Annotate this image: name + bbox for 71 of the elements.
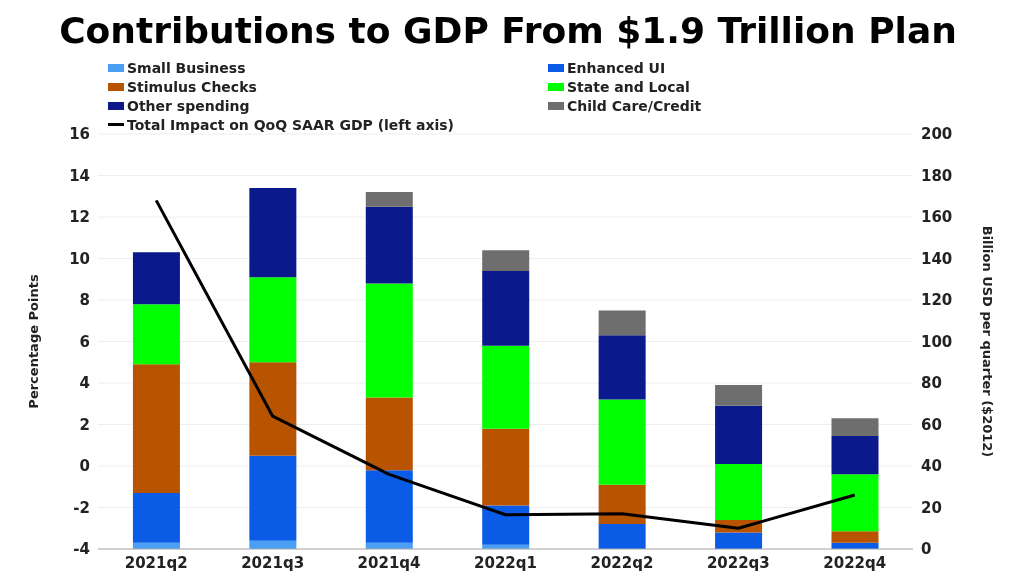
y2-tick-label: 100: [921, 332, 953, 351]
y2-tick-label: 140: [921, 249, 953, 268]
x-tick-label: 2021q3: [241, 553, 305, 572]
y2-tick-label: 0: [921, 540, 932, 559]
x-tick-label: 2022q4: [823, 553, 887, 572]
x-tick-label: 2021q4: [357, 553, 421, 572]
y-axis-title: Percentage Points: [25, 274, 41, 409]
y2-tick-label: 200: [921, 125, 953, 144]
x-tick-label: 2021q2: [124, 553, 188, 572]
y-tick-label: 16: [69, 125, 90, 144]
bar: [482, 250, 530, 271]
y2-tick-label: 120: [921, 291, 953, 310]
bar: [598, 310, 646, 336]
bar: [831, 531, 879, 543]
bar: [598, 399, 646, 485]
bar: [365, 283, 413, 398]
bar: [132, 364, 180, 493]
y2-tick-label: 180: [921, 166, 953, 185]
bar: [598, 484, 646, 525]
legend-label: Other spending: [127, 97, 250, 114]
bar: [715, 463, 763, 520]
bar: [715, 405, 763, 464]
bar: [598, 524, 646, 549]
bar: [132, 492, 180, 543]
x-tick-label: 2022q2: [590, 553, 654, 572]
legend-label: State and Local: [567, 78, 690, 95]
bar: [249, 187, 297, 278]
bar: [249, 362, 297, 456]
bar: [365, 192, 413, 207]
bar: [365, 397, 413, 471]
legend-label: Enhanced UI: [567, 59, 666, 76]
bar: [249, 455, 297, 541]
y2-axis-title: Billion USD per quarter ($2012): [980, 225, 996, 458]
y2-tick-label: 60: [921, 415, 942, 434]
bar: [132, 304, 180, 365]
bar: [482, 270, 530, 346]
chart-title: Contributions to GDP From $1.9 Trillion Plan: [58, 9, 958, 53]
bar: [715, 532, 763, 549]
y-tick-label: 6: [79, 332, 90, 351]
bar: [482, 428, 530, 506]
y-tick-label: 14: [69, 166, 90, 185]
bar: [249, 277, 297, 363]
legend-label: Total Impact on QoQ SAAR GDP (left axis): [127, 116, 455, 133]
x-tick-label: 2022q1: [474, 553, 537, 572]
y-tick-label: 2: [79, 415, 90, 434]
bar: [598, 335, 646, 400]
legend-label: Stimulus Checks: [127, 78, 257, 95]
bar: [831, 474, 879, 532]
bar: [132, 252, 180, 305]
y-tick-label: 8: [79, 291, 90, 310]
legend-label: Child Care/Credit: [567, 97, 702, 114]
bar: [482, 345, 530, 429]
bar: [365, 470, 413, 543]
bar: [831, 418, 879, 436]
y-tick-label: 12: [69, 208, 90, 227]
bar: [365, 206, 413, 284]
y2-tick-label: 20: [921, 498, 942, 517]
y-tick-label: 10: [69, 249, 90, 268]
bar: [831, 435, 879, 475]
bar: [482, 505, 530, 545]
y-tick-label: -4: [73, 540, 90, 559]
y2-tick-label: 40: [921, 457, 942, 476]
y2-tick-label: 160: [921, 208, 953, 227]
y-tick-label: 4: [79, 374, 90, 393]
x-tick-label: 2022q3: [706, 553, 770, 572]
legend-label: Small Business: [127, 59, 246, 76]
y-tick-label: 0: [79, 457, 90, 476]
y-tick-label: -2: [73, 498, 90, 517]
line-series: [154, 198, 857, 530]
bar: [715, 385, 763, 406]
y2-tick-label: 80: [921, 374, 942, 393]
